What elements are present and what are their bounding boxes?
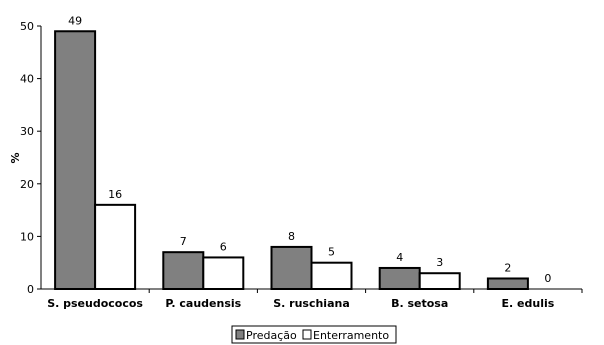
- y-tick-label: 10: [20, 230, 34, 243]
- category-label: E. edulis: [502, 297, 555, 310]
- data-label: 3: [436, 256, 443, 269]
- y-tick-label: 0: [27, 283, 34, 296]
- y-tick-label: 20: [20, 178, 34, 191]
- data-label: 0: [544, 272, 551, 285]
- data-label: 7: [180, 235, 187, 248]
- y-tick-label: 50: [20, 20, 34, 33]
- x-axis: S. pseudococos P. caudensis S. ruschiana B.…: [41, 288, 583, 310]
- category-label: S. ruschiana: [273, 297, 350, 310]
- data-label: 8: [288, 230, 295, 243]
- legend-label-enterramento: Enterramento: [313, 329, 389, 342]
- bar-predacao: [486, 277, 529, 291]
- bar-predacao: [270, 245, 313, 290]
- bar-predacao: [162, 251, 205, 290]
- bars-group: [54, 30, 529, 291]
- legend-swatch-predacao: [235, 329, 245, 340]
- legend-label-predacao: Predação: [246, 329, 297, 342]
- legend-frame: [231, 325, 397, 344]
- data-label: 49: [68, 14, 82, 27]
- category-label: P. caudensis: [165, 297, 241, 310]
- bar-enterramento: [418, 272, 461, 291]
- data-label: 5: [328, 246, 335, 259]
- data-label: 2: [504, 261, 511, 274]
- data-label: 6: [220, 240, 227, 253]
- y-tick-label: 30: [20, 125, 34, 138]
- y-axis: 0 10 20 30 40 50: [20, 20, 42, 296]
- legend-swatch-enterramento: [302, 329, 312, 340]
- data-label: 16: [108, 188, 122, 201]
- data-label: 4: [396, 251, 403, 264]
- data-labels-group: 49 16 7 6 8 5 4 3 2 0: [68, 14, 551, 285]
- bar-predacao: [54, 30, 97, 290]
- bar-enterramento: [202, 256, 245, 291]
- category-label: B. setosa: [391, 297, 448, 310]
- y-tick-label: 40: [20, 73, 34, 86]
- legend: Predação Enterramento: [231, 325, 397, 344]
- bar-enterramento: [94, 203, 137, 290]
- bar-predacao: [378, 266, 421, 290]
- category-label: S. pseudococos: [47, 297, 143, 310]
- y-axis-title: %: [9, 152, 22, 163]
- bar-enterramento: [310, 261, 353, 291]
